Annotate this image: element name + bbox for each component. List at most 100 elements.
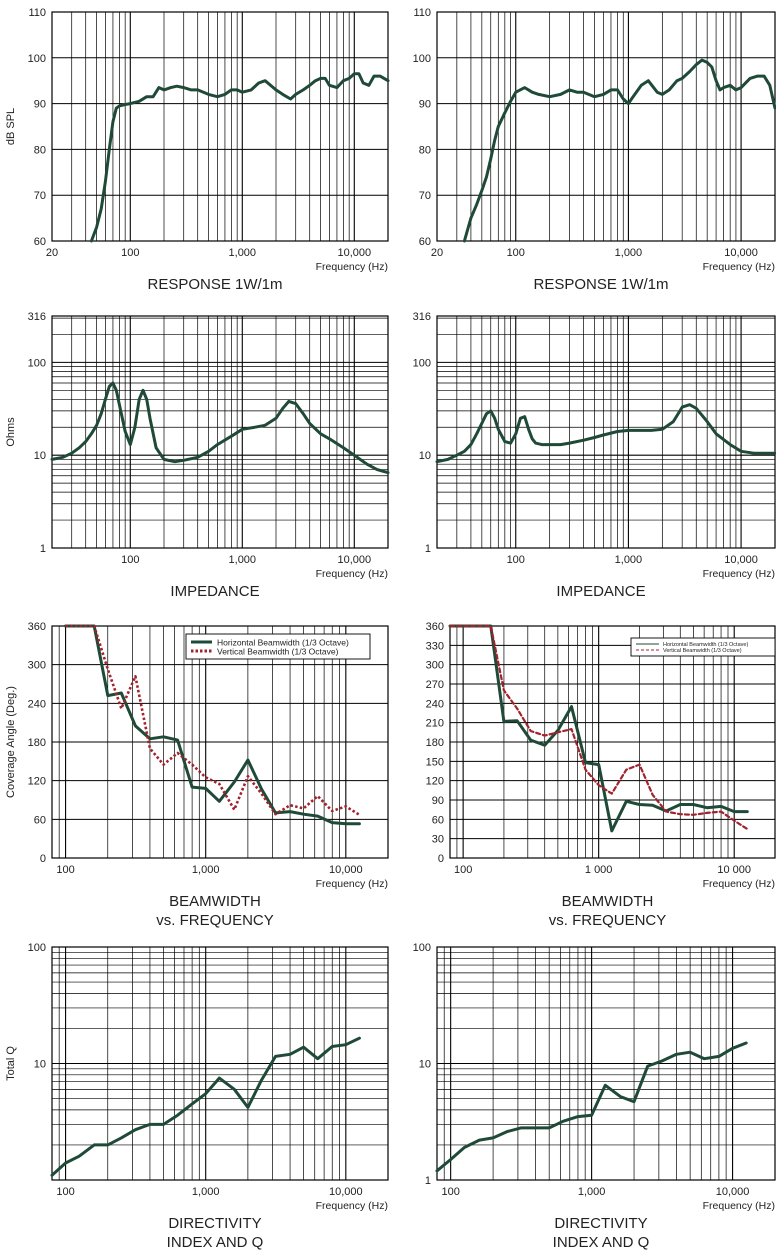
legend: Horizontal Beamwidth (1/3 Octave)Vertica… bbox=[630, 637, 776, 657]
x-axis-label: Frequency (Hz) bbox=[316, 878, 388, 890]
x-tick-label: 1 000 bbox=[585, 864, 613, 876]
x-tick-label: 1,000 bbox=[229, 554, 257, 566]
x-tick-label: 1,000 bbox=[192, 1186, 220, 1198]
plot-frame bbox=[436, 315, 776, 549]
x-tick-label: 10,000 bbox=[716, 1186, 750, 1198]
legend-label: Vertical Beamwidth (1/3 Octave) bbox=[217, 647, 339, 657]
x-tick-label: 1,000 bbox=[615, 554, 643, 566]
y-tick-label: 240 bbox=[28, 698, 46, 710]
y-tick-label: 316 bbox=[28, 311, 46, 323]
y-axis-label: Ohms bbox=[5, 417, 17, 447]
plot-frame bbox=[449, 625, 776, 859]
y-axis-label: Total Q bbox=[5, 1046, 17, 1081]
legend-box bbox=[185, 633, 371, 660]
legend-label: Horizontal Beamwidth (1/3 Octave) bbox=[663, 642, 748, 648]
x-axis-label: Frequency (Hz) bbox=[703, 261, 775, 273]
x-axis-label: Frequency (Hz) bbox=[703, 1200, 775, 1212]
y-tick-label: 10 bbox=[419, 450, 431, 462]
x-tick-label: 20 bbox=[46, 247, 58, 259]
x-tick-label: 20 bbox=[431, 247, 443, 259]
y-tick-label: 300 bbox=[426, 660, 444, 672]
y-tick-label: 240 bbox=[426, 698, 444, 710]
y-tick-label: 90 bbox=[432, 795, 444, 807]
y-tick-label: 1 bbox=[425, 543, 431, 555]
series-line-horizontal bbox=[435, 403, 776, 464]
chart-panel-5: 0 60 120 180 240 300 360 100 1,000 10,000 Frequenc… bbox=[5, 621, 389, 929]
y-tick-label: 80 bbox=[34, 144, 46, 156]
y-tick-label: 120 bbox=[426, 776, 444, 788]
y-tick-label: 100 bbox=[28, 53, 46, 65]
x-tick-label: 100 bbox=[507, 247, 525, 259]
x-tick-label: 1,000 bbox=[192, 864, 220, 876]
y-tick-label: 80 bbox=[419, 144, 431, 156]
chart-title: INDEX AND Q bbox=[553, 1234, 650, 1251]
y-tick-label: 180 bbox=[28, 737, 46, 749]
chart-title: vs. FREQUENCY bbox=[549, 912, 667, 929]
x-tick-label: 100 bbox=[56, 1186, 74, 1198]
y-tick-label: 100 bbox=[28, 942, 46, 954]
plot-frame bbox=[51, 315, 389, 549]
plot-frame bbox=[436, 946, 776, 1181]
series-line-horizontal bbox=[64, 624, 361, 826]
y-axis-label: dB SPL bbox=[5, 108, 17, 145]
x-tick-label: 10,000 bbox=[724, 247, 758, 259]
x-tick-label: 100 bbox=[121, 247, 139, 259]
y-tick-label: 10 bbox=[34, 450, 46, 462]
series-line-horizontal bbox=[448, 624, 749, 833]
y-tick-label: 30 bbox=[432, 834, 444, 846]
x-tick-label: 10,000 bbox=[329, 864, 363, 876]
y-tick-label: 60 bbox=[419, 236, 431, 248]
y-tick-label: 120 bbox=[28, 776, 46, 788]
y-tick-label: 70 bbox=[34, 190, 46, 202]
y-tick-label: 90 bbox=[419, 99, 431, 111]
series-line-horizontal bbox=[89, 72, 390, 243]
chart-panel-4: 1 10 100 316 100 1,000 10,000 Frequency (Hz) IMP… bbox=[413, 311, 776, 600]
y-tick-label: 360 bbox=[426, 621, 444, 633]
plot-frame bbox=[436, 11, 776, 242]
x-tick-label: 10,000 bbox=[329, 1186, 363, 1198]
y-tick-label: 100 bbox=[28, 357, 46, 369]
chart-panel-8: 1 10 100 100 1,000 10,000 Frequency (Hz) DIRECT… bbox=[413, 942, 776, 1251]
y-axis-label: Coverage Angle (Deg.) bbox=[5, 686, 17, 798]
plot-frame bbox=[51, 11, 389, 242]
legend-label: Vertical Beamwidth (1/3 Octave) bbox=[663, 648, 742, 654]
chart-title: BEAMWIDTH bbox=[562, 893, 654, 910]
chart-panel-3: 1 10 100 316 100 1,000 10,000 Frequency (Hz) Ohm… bbox=[5, 311, 390, 600]
x-tick-label: 10,000 bbox=[337, 554, 371, 566]
y-tick-label: 270 bbox=[426, 679, 444, 691]
y-tick-label: 10 bbox=[419, 1059, 431, 1071]
series-line-horizontal bbox=[50, 381, 390, 475]
chart-title: RESPONSE 1W/1m bbox=[533, 276, 668, 293]
y-tick-label: 210 bbox=[426, 718, 444, 730]
y-tick-label: 100 bbox=[413, 357, 431, 369]
chart-title: IMPEDANCE bbox=[556, 583, 645, 600]
chart-panel-1: 60 70 80 90 100 110 20 100 1,000 10,000 Frequency … bbox=[5, 7, 390, 293]
chart-title: INDEX AND Q bbox=[167, 1234, 264, 1251]
y-tick-label: 1 bbox=[40, 543, 46, 555]
y-tick-label: 180 bbox=[426, 737, 444, 749]
x-tick-label: 1,000 bbox=[578, 1186, 606, 1198]
chart-title: DIRECTIVITY bbox=[554, 1215, 647, 1232]
y-tick-label: 70 bbox=[419, 190, 431, 202]
chart-panel-7: 10 100 100 1,000 10,000 Frequency (Hz) Total Q… bbox=[5, 942, 389, 1251]
y-tick-label: 330 bbox=[426, 640, 444, 652]
y-tick-label: 100 bbox=[413, 942, 431, 954]
y-tick-label: 60 bbox=[432, 814, 444, 826]
chart-title: vs. FREQUENCY bbox=[156, 912, 274, 929]
series-line-vertical bbox=[448, 624, 749, 831]
chart-title: DIRECTIVITY bbox=[168, 1215, 261, 1232]
x-tick-label: 100 bbox=[56, 864, 74, 876]
x-tick-label: 100 bbox=[454, 864, 472, 876]
y-tick-label: 360 bbox=[28, 621, 46, 633]
series-line-horizontal bbox=[462, 58, 776, 243]
y-tick-label: 90 bbox=[34, 99, 46, 111]
y-tick-label: 316 bbox=[413, 311, 431, 323]
x-tick-label: 100 bbox=[507, 554, 525, 566]
series-line-horizontal bbox=[50, 1036, 361, 1177]
chart-panel-2: 60 70 80 90 100 110 20 100 1,000 10,000 Frequency … bbox=[413, 7, 776, 293]
x-tick-label: 10,000 bbox=[724, 554, 758, 566]
legend-label: Horizontal Beamwidth (1/3 Octave) bbox=[217, 638, 349, 648]
y-tick-label: 110 bbox=[28, 7, 46, 19]
chart-title: IMPEDANCE bbox=[170, 583, 259, 600]
